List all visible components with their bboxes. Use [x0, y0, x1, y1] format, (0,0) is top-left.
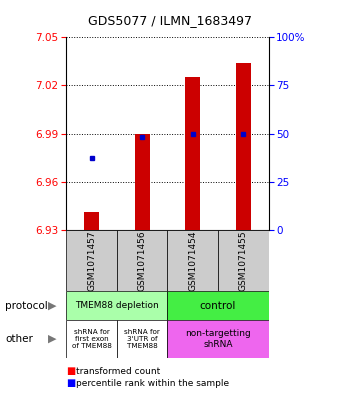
- Bar: [218, 230, 269, 291]
- Bar: [167, 230, 218, 291]
- Bar: [84, 212, 99, 230]
- Text: GSM1071457: GSM1071457: [87, 230, 96, 291]
- Bar: [66, 291, 167, 320]
- Bar: [66, 230, 117, 291]
- Text: GDS5077 / ILMN_1683497: GDS5077 / ILMN_1683497: [88, 14, 252, 27]
- Text: TMEM88 depletion: TMEM88 depletion: [75, 301, 159, 310]
- Text: ■: ■: [66, 366, 75, 376]
- Text: GSM1071454: GSM1071454: [188, 230, 197, 290]
- Bar: [135, 134, 150, 230]
- Text: ■: ■: [66, 378, 75, 388]
- Text: percentile rank within the sample: percentile rank within the sample: [76, 379, 230, 387]
- Text: GSM1071455: GSM1071455: [239, 230, 248, 291]
- Bar: [167, 320, 269, 358]
- Bar: [117, 230, 167, 291]
- Bar: [66, 320, 117, 358]
- Text: ▶: ▶: [49, 301, 57, 310]
- Text: control: control: [200, 301, 236, 310]
- Text: shRNA for
3'UTR of
TMEM88: shRNA for 3'UTR of TMEM88: [124, 329, 160, 349]
- Text: transformed count: transformed count: [76, 367, 161, 376]
- Bar: [117, 320, 167, 358]
- Text: shRNA for
first exon
of TMEM88: shRNA for first exon of TMEM88: [72, 329, 112, 349]
- Bar: [167, 291, 269, 320]
- Text: protocol: protocol: [5, 301, 48, 310]
- Text: other: other: [5, 334, 33, 344]
- Text: GSM1071456: GSM1071456: [138, 230, 147, 291]
- Text: ▶: ▶: [49, 334, 57, 344]
- Bar: [185, 77, 200, 230]
- Text: non-targetting
shRNA: non-targetting shRNA: [185, 329, 251, 349]
- Bar: [236, 63, 251, 230]
